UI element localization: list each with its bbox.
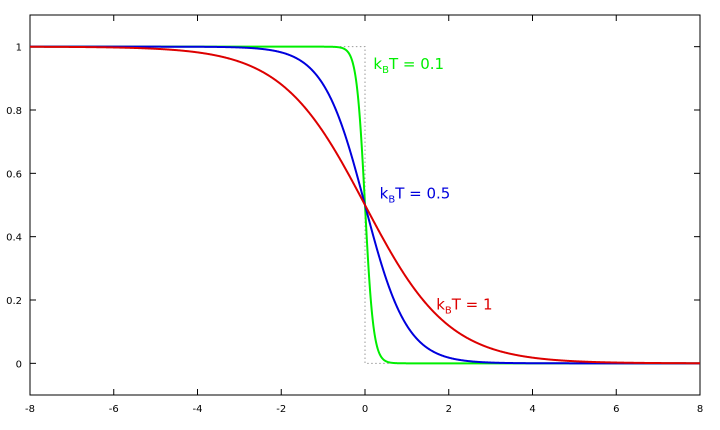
curve-label-text: T = 0.5 [394, 185, 450, 203]
axis-tick-labels: -8 -6 -4 -2 0 2 4 6 8 0 0.2 0.4 0.6 0.8 1 [6, 43, 703, 415]
curve-label: kBT = 1 [436, 296, 492, 317]
curve-label-text: T = 1 [451, 296, 493, 314]
x-tick-label: -4 [193, 404, 203, 415]
y-tick-label: 1 [16, 43, 22, 54]
y-tick-label: 0.2 [6, 296, 22, 307]
y-tick-label: 0 [16, 359, 22, 370]
x-tick-label: -2 [276, 404, 286, 415]
curves [29, 45, 701, 365]
y-tick-label: 0.4 [6, 233, 22, 244]
curve-label-text: T = 0.1 [388, 55, 444, 73]
x-tick-label: 4 [529, 404, 535, 415]
y-tick-label: 0.6 [6, 169, 22, 180]
zero-temperature-step [339, 46, 391, 364]
curve-label-subscript: B [382, 65, 389, 76]
x-tick-label: 8 [697, 404, 703, 415]
curve-kbt-1 [29, 45, 701, 365]
x-tick-label: -6 [109, 404, 119, 415]
curve-label-k: k [380, 185, 389, 203]
reference-step [339, 46, 391, 364]
x-tick-label: 6 [613, 404, 619, 415]
curve-label-subscript: B [388, 195, 395, 206]
y-tick-label: 0.8 [6, 106, 22, 117]
x-tick-label: 0 [362, 404, 368, 415]
curve-label-subscript: B [445, 306, 452, 317]
curve-label: kBT = 0.1 [373, 55, 444, 76]
curve-label-k: k [373, 55, 382, 73]
curve-label-k: k [436, 296, 445, 314]
x-tick-label: -8 [25, 404, 35, 415]
axis-ticks [29, 15, 701, 395]
curve-label: kBT = 0.5 [380, 185, 451, 206]
x-tick-label: 2 [446, 404, 452, 415]
